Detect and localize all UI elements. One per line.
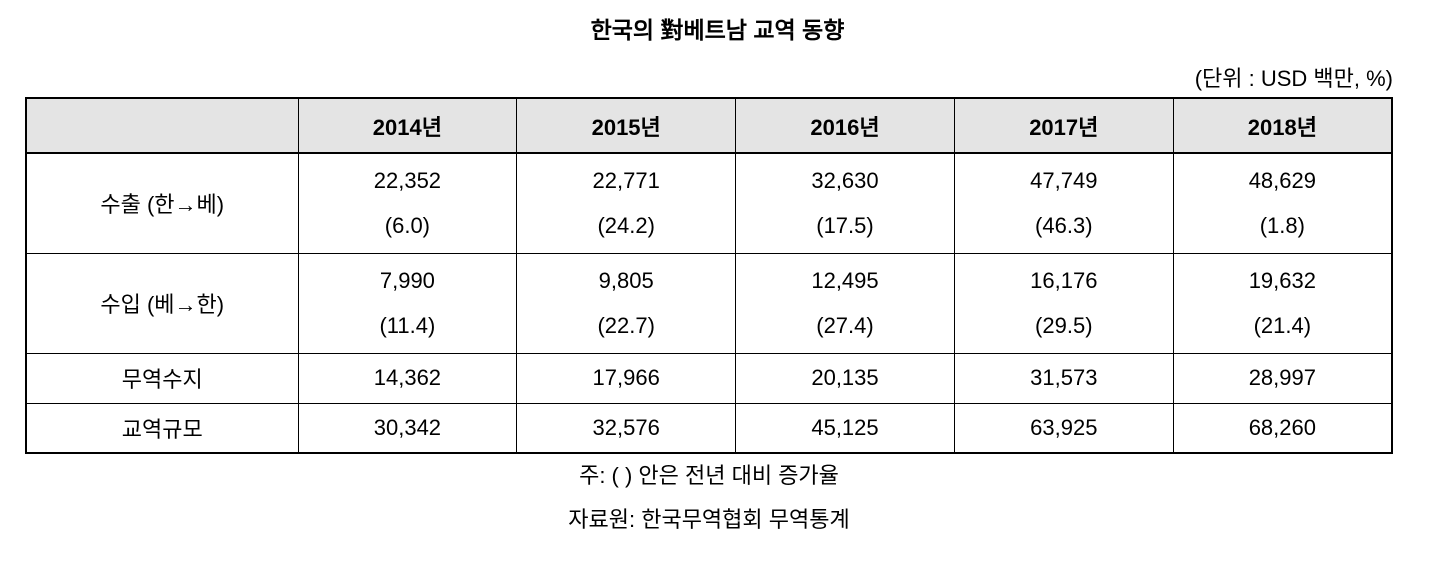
table-cell: 19,632 (21.4) <box>1172 252 1393 354</box>
growth-rate: (29.5) <box>1035 313 1093 338</box>
row-label-volume: 교역규모 <box>25 402 299 454</box>
table-cell: 32,630 (17.5) <box>735 152 955 254</box>
table-cell: 45,125 <box>735 402 955 454</box>
value: 19,632 <box>1248 268 1316 293</box>
table-cell: 30,342 <box>297 402 518 454</box>
row-label-exports: 수출 (한→베) <box>25 152 299 254</box>
table-cell: 12,495 (27.4) <box>735 252 955 354</box>
growth-rate: (46.3) <box>1035 213 1093 239</box>
table-cell: 68,260 <box>1172 402 1393 454</box>
row-label-balance: 무역수지 <box>25 352 299 404</box>
table-row-exports: 수출 (한→베) 22,352 (6.0) 22,771 (24.2) 32,6… <box>25 152 1393 254</box>
year-header-2015: 2015년 <box>516 97 737 154</box>
value: 12,495 <box>811 268 879 293</box>
table-cell: 22,352 (6.0) <box>297 152 518 254</box>
year-header-2016: 2016년 <box>735 97 955 154</box>
value: 47,749 <box>1030 168 1098 194</box>
growth-rate: (11.4) <box>379 313 436 338</box>
corner-cell <box>25 97 299 154</box>
table-cell: 22,771 (24.2) <box>516 152 737 254</box>
table-cell: 17,966 <box>516 352 737 404</box>
page-title: 한국의 對베트남 교역 동향 <box>590 17 845 43</box>
table-cell: 47,749 (46.3) <box>953 152 1174 254</box>
growth-rate: (22.7) <box>597 313 655 338</box>
table-row-volume: 교역규모 30,342 32,576 45,125 63,925 68,260 <box>25 402 1393 454</box>
table-cell: 32,576 <box>516 402 737 454</box>
table-cell: 9,805 (22.7) <box>516 252 737 354</box>
year-header-2017: 2017년 <box>953 97 1174 154</box>
table-cell: 14,362 <box>297 352 518 404</box>
year-header-2014: 2014년 <box>297 97 518 154</box>
row-label-imports: 수입 (베→한) <box>25 252 299 354</box>
value: 9,805 <box>598 268 654 293</box>
growth-rate: (24.2) <box>597 213 655 239</box>
value: 22,352 <box>373 168 442 194</box>
growth-rate: (17.5) <box>816 213 874 239</box>
table-cell: 28,997 <box>1172 352 1393 404</box>
table-cell: 20,135 <box>735 352 955 404</box>
table-row-balance: 무역수지 14,362 17,966 20,135 31,573 28,997 <box>25 352 1393 404</box>
growth-rate: (27.4) <box>816 313 874 338</box>
trade-table: 2014년 2015년 2016년 2017년 2018년 수출 (한→베) 2… <box>25 97 1393 454</box>
table-cell: 7,990 (11.4) <box>297 252 518 354</box>
table-cell: 16,176 (29.5) <box>953 252 1174 354</box>
growth-rate: (1.8) <box>1259 213 1305 239</box>
value: 16,176 <box>1030 268 1098 293</box>
year-header-2018: 2018년 <box>1172 97 1393 154</box>
footnote-source: 자료원: 한국무역협회 무역통계 <box>568 507 850 532</box>
value: 48,629 <box>1248 168 1316 194</box>
table-cell: 48,629 (1.8) <box>1172 152 1393 254</box>
table-cell: 63,925 <box>953 402 1174 454</box>
value: 22,771 <box>592 168 660 194</box>
value: 7,990 <box>379 268 435 293</box>
table-row-imports: 수입 (베→한) 7,990 (11.4) 9,805 (22.7) 12,49… <box>25 252 1393 354</box>
growth-rate: (6.0) <box>384 213 431 239</box>
unit-label: (단위 : USD 백만, %) <box>1194 66 1393 91</box>
table-header-row: 2014년 2015년 2016년 2017년 2018년 <box>25 97 1393 154</box>
value: 32,630 <box>811 168 879 194</box>
growth-rate: (21.4) <box>1253 313 1312 338</box>
footnote-growth: 주: ( ) 안은 전년 대비 증가율 <box>579 463 839 488</box>
table-cell: 31,573 <box>953 352 1174 404</box>
